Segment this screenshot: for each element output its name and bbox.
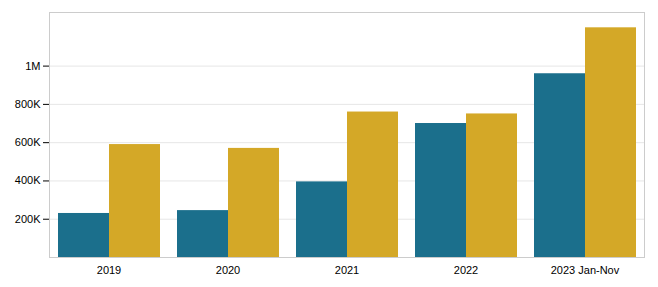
svg-text:600K: 600K xyxy=(15,136,41,148)
svg-text:800K: 800K xyxy=(15,98,41,110)
svg-text:2023 Jan-Nov: 2023 Jan-Nov xyxy=(551,264,620,276)
svg-text:2021: 2021 xyxy=(335,264,359,276)
svg-text:2020: 2020 xyxy=(216,264,240,276)
svg-text:1M: 1M xyxy=(25,60,40,72)
svg-text:2019: 2019 xyxy=(97,264,121,276)
svg-text:2022: 2022 xyxy=(454,264,478,276)
svg-text:200K: 200K xyxy=(15,213,41,225)
svg-text:400K: 400K xyxy=(15,174,41,186)
